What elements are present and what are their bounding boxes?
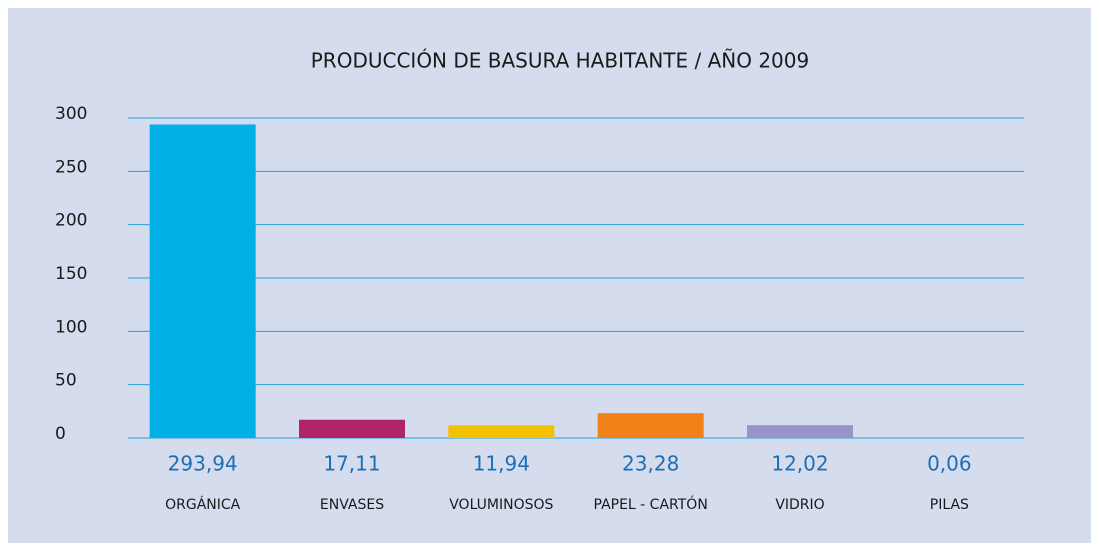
chart-title: PRODUCCIÓN DE BASURA HABITANTE / AÑO 200… <box>311 49 809 73</box>
y-tick-label: 200 <box>55 211 87 231</box>
x-tick-label: VIDRIO <box>775 497 824 513</box>
x-tick-label: VOLUMINOSOS <box>449 497 553 513</box>
value-label: 0,06 <box>927 452 972 476</box>
bar <box>149 124 256 439</box>
bar <box>746 425 854 438</box>
x-tick-label: ENVASES <box>320 497 384 513</box>
x-tick-label: PILAS <box>930 497 969 513</box>
value-label: 23,28 <box>622 452 679 476</box>
y-tick-label: 100 <box>55 317 87 337</box>
bar <box>448 425 555 438</box>
y-tick-label: 50 <box>55 371 77 391</box>
value-label: 12,02 <box>771 452 828 476</box>
value-label: 11,94 <box>473 452 530 476</box>
bar <box>597 413 704 438</box>
y-tick-label: 150 <box>55 264 87 284</box>
x-tick-label: PAPEL - CARTÓN <box>594 495 708 513</box>
value-label: 293,94 <box>168 452 238 476</box>
bar <box>298 419 406 438</box>
x-tick-label: ORGÁNICA <box>165 496 241 513</box>
y-tick-label: 0 <box>55 424 66 444</box>
y-tick-label: 300 <box>55 104 87 124</box>
y-tick-label: 250 <box>55 157 87 177</box>
value-label: 17,11 <box>323 452 380 476</box>
